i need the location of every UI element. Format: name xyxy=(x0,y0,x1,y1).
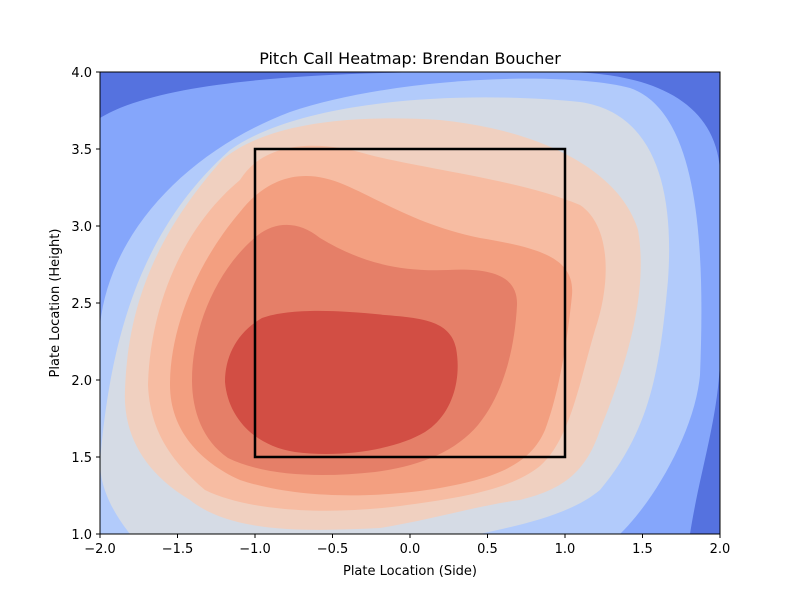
contour-level-8 xyxy=(225,310,458,454)
contour-levels xyxy=(100,72,720,534)
x-tick-label: 1.5 xyxy=(632,542,653,557)
y-tick-label: 1.5 xyxy=(71,451,92,466)
x-tick-label: −1.5 xyxy=(162,542,194,557)
x-axis: −2.0 −1.5 −1.0 −0.5 0.0 0.5 1.0 1.5 2.0 xyxy=(84,534,730,557)
y-tick-label: 3.5 xyxy=(71,143,92,158)
plot-area: −2.0 −1.5 −1.0 −0.5 0.0 0.5 1.0 1.5 2.0 1.0 1.5 2.… xyxy=(71,66,730,557)
x-tick-label: 0.5 xyxy=(477,542,498,557)
x-tick-label: 1.0 xyxy=(555,542,576,557)
y-tick-label: 2.0 xyxy=(71,374,92,389)
x-tick-label: −1.0 xyxy=(239,542,271,557)
x-tick-label: −2.0 xyxy=(84,542,116,557)
y-tick-label: 3.0 xyxy=(71,220,92,235)
x-tick-label: 2.0 xyxy=(710,542,731,557)
chart-title: Pitch Call Heatmap: Brendan Boucher xyxy=(259,49,561,68)
y-tick-label: 2.5 xyxy=(71,297,92,312)
x-tick-label: 0.0 xyxy=(400,542,421,557)
y-tick-label: 4.0 xyxy=(71,66,92,81)
strike-zone-box xyxy=(253,147,567,459)
x-tick-label: −0.5 xyxy=(317,542,349,557)
y-axis-label: Plate Location (Height) xyxy=(48,229,63,378)
y-axis: 1.0 1.5 2.0 2.5 3.0 3.5 4.0 xyxy=(71,66,100,543)
x-axis-label: Plate Location (Side) xyxy=(343,564,477,579)
y-tick-label: 1.0 xyxy=(71,528,92,543)
